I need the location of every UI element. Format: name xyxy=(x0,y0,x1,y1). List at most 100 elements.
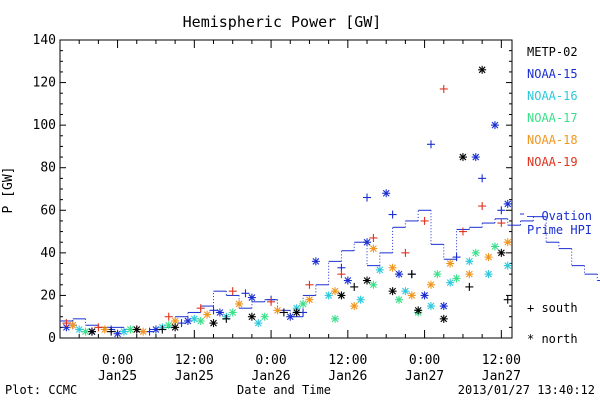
data-point-noaa-15-south xyxy=(497,206,506,215)
data-point-metp-02-north xyxy=(337,291,346,300)
y-tick-label: 120 xyxy=(33,76,56,91)
data-point-noaa-15-north xyxy=(439,302,448,311)
data-point-noaa-15-north xyxy=(382,189,391,198)
data-point-noaa-18-north xyxy=(426,280,435,289)
data-point-noaa-16-north xyxy=(375,265,384,274)
legend: METP-02 NOAA-15 NOAA-16 NOAA-17 NOAA-18 … xyxy=(527,45,592,346)
chart-title: Hemispheric Power [GW] xyxy=(183,13,382,31)
y-axis: 0 20 40 60 80 100 120 140 xyxy=(33,33,512,346)
data-point-noaa-18-north xyxy=(100,325,109,334)
footer-timestamp: 2013/01/27 13:40:12 xyxy=(458,383,595,397)
footer-source: Plot: CCMC xyxy=(5,383,77,397)
y-tick-label: 100 xyxy=(33,118,56,133)
data-point-noaa-17-north xyxy=(260,312,269,321)
legend-item-noaa-16: NOAA-16 xyxy=(527,89,578,103)
data-point-noaa-15-north xyxy=(490,121,499,130)
data-point-noaa-17-north xyxy=(299,299,308,308)
data-point-noaa-18-north xyxy=(388,263,397,272)
data-point-noaa-16-north xyxy=(190,314,199,323)
legend-north-marker: * north xyxy=(527,332,578,346)
data-point-noaa-17-north xyxy=(196,316,205,325)
data-point-noaa-19-south xyxy=(164,312,173,321)
legend-item-noaa-17: NOAA-17 xyxy=(527,111,578,125)
data-point-noaa-17-north xyxy=(228,308,237,317)
data-point-metp-02-north xyxy=(87,327,96,336)
data-point-metp-02-south xyxy=(465,282,474,291)
data-point-metp-02-north xyxy=(247,312,256,321)
data-point-metp-02-north xyxy=(292,308,301,317)
data-point-noaa-15-north xyxy=(247,293,256,302)
y-tick-label: 0 xyxy=(48,331,56,346)
data-point-noaa-16-north xyxy=(401,287,410,296)
data-point-noaa-15-south xyxy=(177,319,186,328)
data-point-metp-02-north xyxy=(209,319,218,328)
data-point-noaa-18-north xyxy=(235,299,244,308)
data-point-noaa-18-north xyxy=(369,244,378,253)
data-point-noaa-19-south xyxy=(369,233,378,242)
data-point-noaa-16-north xyxy=(254,319,263,328)
data-points xyxy=(62,65,512,338)
data-point-noaa-16-north xyxy=(75,325,84,334)
data-point-metp-02-north xyxy=(458,153,467,162)
data-point-noaa-15-north xyxy=(363,238,372,247)
data-point-noaa-16-north xyxy=(426,302,435,311)
data-point-metp-02-north xyxy=(497,248,506,257)
data-point-noaa-15-south xyxy=(209,306,218,315)
legend-ovation-label: — Ovation xyxy=(527,209,592,223)
data-point-metp-02-south xyxy=(350,282,359,291)
data-point-noaa-15-north xyxy=(311,257,320,266)
data-point-noaa-19-south xyxy=(305,280,314,289)
data-point-noaa-15-north xyxy=(503,199,512,208)
data-point-noaa-15-south xyxy=(478,174,487,183)
legend-item-metp-02: METP-02 xyxy=(527,45,578,59)
data-point-noaa-18-north xyxy=(203,310,212,319)
legend-item-noaa-18: NOAA-18 xyxy=(527,133,578,147)
data-point-noaa-15-north xyxy=(420,291,429,300)
data-point-metp-02-south xyxy=(222,314,231,323)
y-tick-label: 20 xyxy=(40,288,56,303)
data-point-metp-02-south xyxy=(107,327,116,336)
data-point-metp-02-north xyxy=(363,276,372,285)
data-point-noaa-18-north xyxy=(305,295,314,304)
data-point-noaa-18-north xyxy=(331,287,340,296)
data-point-metp-02-north xyxy=(132,325,141,334)
data-point-noaa-18-north xyxy=(407,291,416,300)
x-tick-label-time: 0:00 xyxy=(409,353,440,368)
y-tick-label: 140 xyxy=(33,33,56,48)
x-tick-label-time: 0:00 xyxy=(102,353,133,368)
data-point-noaa-19-south xyxy=(62,319,71,328)
data-point-noaa-18-north xyxy=(350,302,359,311)
plot-area-frame xyxy=(59,39,513,339)
data-point-noaa-19-south xyxy=(439,84,448,93)
data-point-noaa-19-south xyxy=(94,323,103,332)
x-axis: 0:00Jan2512:00Jan250:00Jan2612:00Jan260:… xyxy=(59,40,521,384)
data-point-noaa-15-north xyxy=(286,312,295,321)
data-point-noaa-19-south xyxy=(267,297,276,306)
data-point-noaa-19-south xyxy=(478,202,487,211)
y-tick-label: 80 xyxy=(40,161,56,176)
data-point-noaa-19-south xyxy=(337,270,346,279)
data-point-noaa-17-north xyxy=(395,295,403,304)
data-point-noaa-17-north xyxy=(490,242,499,251)
x-axis-label: Date and Time xyxy=(237,383,331,397)
data-point-noaa-19-south xyxy=(196,304,205,313)
x-tick-label-date: Jan27 xyxy=(482,369,521,384)
data-point-noaa-15-south xyxy=(388,210,397,219)
data-point-noaa-15-north xyxy=(395,270,403,279)
data-point-noaa-18-north xyxy=(465,270,474,279)
x-tick-label-date: Jan27 xyxy=(405,369,444,384)
data-point-metp-02-north xyxy=(478,65,487,74)
y-tick-label: 60 xyxy=(40,203,56,218)
data-point-noaa-19-south xyxy=(458,227,467,236)
data-point-noaa-17-north xyxy=(452,274,461,283)
data-point-noaa-15-north xyxy=(113,329,122,338)
data-point-noaa-19-south xyxy=(401,248,410,257)
data-point-noaa-15-south xyxy=(363,193,372,202)
data-point-noaa-18-north xyxy=(446,259,455,268)
data-point-noaa-16-north xyxy=(324,291,333,300)
y-tick-label: 40 xyxy=(40,246,56,261)
legend-south-marker: + south xyxy=(527,301,578,315)
x-tick-label-time: 12:00 xyxy=(175,353,214,368)
x-tick-label-time: 0:00 xyxy=(255,353,286,368)
